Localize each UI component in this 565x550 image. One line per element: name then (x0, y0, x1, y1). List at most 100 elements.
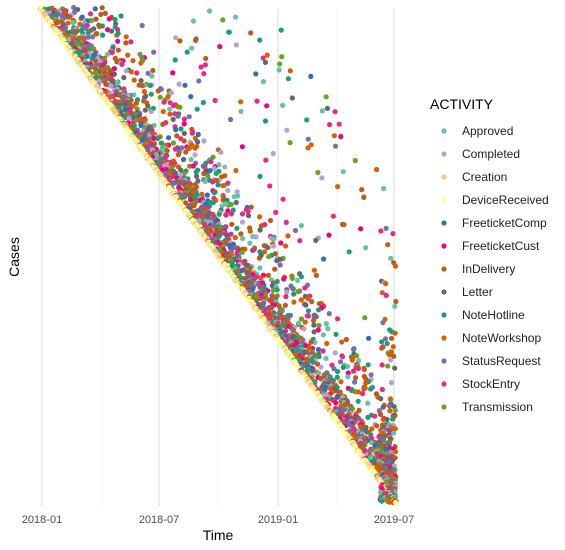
data-point (90, 34, 96, 40)
data-point (226, 29, 232, 35)
data-point (128, 39, 134, 45)
data-point (264, 103, 270, 109)
data-point (160, 108, 166, 115)
data-point (213, 170, 219, 176)
data-point (238, 99, 244, 105)
data-point (377, 411, 384, 417)
legend-label-approved: Approved (462, 124, 513, 138)
data-point (233, 42, 239, 48)
data-point (368, 372, 374, 378)
data-point (332, 143, 339, 149)
data-point (233, 167, 239, 174)
data-point (260, 55, 266, 61)
data-point (356, 407, 362, 413)
data-point (321, 256, 327, 262)
data-point (362, 315, 368, 321)
data-point (310, 368, 316, 374)
data-point (335, 369, 341, 375)
data-point (355, 389, 361, 395)
data-point (175, 113, 181, 119)
data-point (70, 20, 76, 26)
data-point (332, 350, 338, 356)
data-point (310, 359, 316, 365)
data-point (267, 183, 273, 189)
data-point (392, 365, 398, 371)
data-point (93, 61, 99, 67)
data-point (87, 11, 94, 17)
data-point (208, 159, 214, 165)
data-point (355, 398, 361, 404)
data-point (323, 355, 329, 362)
data-point (291, 291, 297, 297)
data-point (239, 219, 246, 225)
legend-label-letter: Letter (462, 285, 493, 299)
data-point (189, 130, 195, 136)
data-point (83, 26, 89, 32)
data-point (359, 187, 365, 193)
data-point (181, 138, 187, 144)
data-point (305, 136, 311, 142)
data-point (341, 222, 347, 228)
legend-key-freeticketcust (441, 243, 447, 249)
legend-title: ACTIVITY (430, 96, 494, 112)
data-point (160, 121, 166, 127)
legend-key-statusrequest (441, 358, 447, 364)
data-point (311, 322, 317, 328)
x-tick-label-3: 2019-07 (374, 514, 414, 526)
data-point (341, 407, 348, 413)
data-point (345, 363, 351, 370)
data-point (381, 185, 387, 192)
legend-label-indelivery: InDelivery (462, 262, 515, 276)
data-point (297, 349, 303, 355)
data-point (211, 165, 217, 171)
legend-label-completed: Completed (462, 147, 520, 161)
data-point (277, 256, 283, 262)
data-point (384, 416, 390, 422)
data-point (387, 396, 394, 402)
data-point (139, 83, 145, 89)
data-point (263, 157, 269, 163)
data-point (176, 81, 182, 87)
data-point (138, 78, 144, 84)
data-point (211, 190, 217, 196)
data-point (280, 102, 286, 108)
data-point (150, 142, 156, 149)
data-point (366, 335, 372, 341)
data-point (392, 303, 398, 309)
data-point (324, 105, 330, 111)
legend-key-letter (441, 289, 447, 295)
data-point (310, 318, 317, 324)
data-point (374, 166, 380, 173)
data-point (383, 292, 389, 298)
data-point (242, 275, 248, 281)
data-point (267, 217, 274, 224)
data-point (338, 379, 344, 385)
data-point (358, 226, 364, 232)
data-point (172, 57, 178, 63)
data-point (234, 189, 240, 195)
data-point (251, 246, 257, 252)
x-tick-label-0: 2018-01 (22, 514, 62, 526)
data-point (162, 154, 168, 160)
data-point (119, 61, 125, 67)
data-point (383, 281, 389, 287)
data-point (238, 108, 244, 114)
legend-label-devicereceived: DeviceReceived (462, 193, 549, 207)
data-point (92, 70, 98, 76)
data-point (319, 108, 325, 114)
data-point (79, 14, 85, 20)
data-point (228, 211, 234, 217)
data-point (388, 380, 395, 386)
data-point (134, 70, 140, 76)
data-point (386, 403, 393, 409)
data-point (309, 299, 315, 305)
data-point (390, 231, 396, 237)
data-point (188, 156, 194, 163)
data-point (278, 240, 284, 246)
data-point (326, 232, 332, 238)
data-point (115, 38, 121, 44)
data-point (363, 380, 369, 386)
data-point (200, 99, 206, 106)
data-point (361, 365, 367, 371)
data-point (295, 277, 301, 283)
